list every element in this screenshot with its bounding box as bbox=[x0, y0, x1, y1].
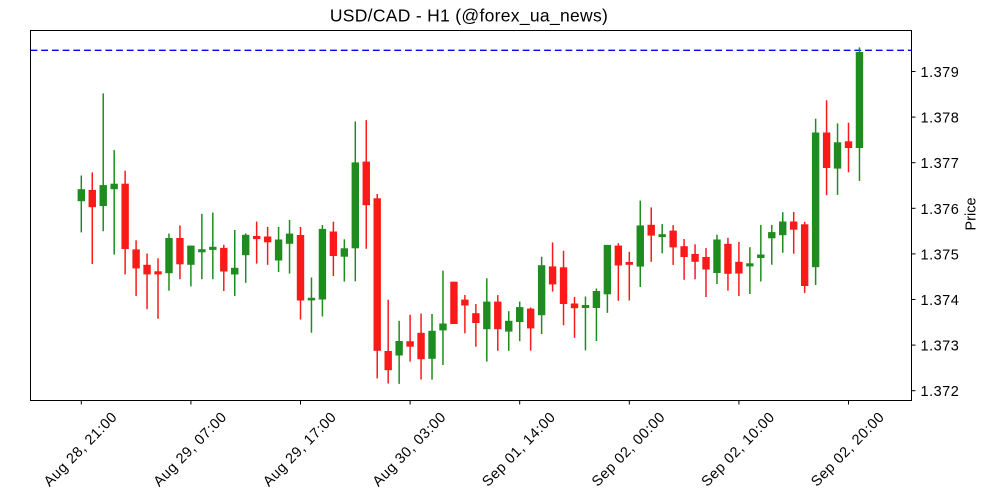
svg-text:1.374: 1.374 bbox=[921, 293, 960, 309]
svg-text:USD/CAD - H1 (@forex_ua_news): USD/CAD - H1 (@forex_ua_news) bbox=[330, 6, 608, 27]
svg-text:1.372: 1.372 bbox=[921, 384, 960, 400]
svg-text:1.378: 1.378 bbox=[921, 111, 960, 127]
svg-text:Price: Price bbox=[964, 197, 980, 230]
svg-text:1.376: 1.376 bbox=[921, 202, 960, 218]
svg-text:1.373: 1.373 bbox=[921, 339, 960, 355]
svg-text:1.377: 1.377 bbox=[921, 156, 960, 172]
svg-text:1.379: 1.379 bbox=[921, 65, 960, 81]
svg-text:1.375: 1.375 bbox=[921, 247, 960, 263]
